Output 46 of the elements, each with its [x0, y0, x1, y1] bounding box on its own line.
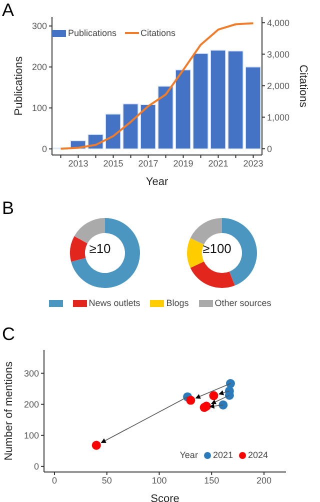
y-tick-label: 0: [34, 462, 39, 472]
chart-title: B: [2, 198, 14, 219]
x-tick-label: 200: [256, 475, 272, 486]
x-tick-label: 50: [102, 475, 112, 486]
point: [186, 396, 196, 405]
x-axis-title: Year: [146, 176, 168, 188]
legend-label: Citations: [140, 28, 176, 38]
y-tick-label: 300: [32, 21, 47, 32]
y2-tick-label: 4,000: [267, 18, 290, 28]
y-tick-label: 200: [32, 62, 47, 72]
x-tick-label: 2019: [173, 158, 194, 168]
x-tick-label: 2013: [68, 158, 88, 168]
y2-axis-title: Citations: [297, 64, 310, 108]
y-tick-label: 0: [42, 144, 47, 154]
point: [218, 400, 228, 410]
y-axis-title: Publications: [12, 56, 25, 116]
x-tick-label: 2017: [138, 158, 158, 168]
x-tick-label: 0: [52, 475, 57, 486]
y-tick-label: 300: [24, 368, 39, 378]
x-tick-label: 100: [152, 475, 167, 486]
y-tick-label: 100: [24, 430, 39, 441]
point: [209, 391, 218, 400]
chart-title: C: [2, 324, 15, 345]
y-tick-label: 100: [32, 103, 47, 114]
y2-tick-label: 0: [267, 144, 272, 154]
x-tick-label: 2015: [103, 158, 124, 168]
y2-tick-label: 1,000: [267, 112, 290, 122]
legend-title: Year: [180, 450, 198, 460]
slice-label: ≥100: [202, 241, 232, 256]
legend-label: 2021: [212, 450, 233, 460]
legend-label: Blogs: [165, 298, 189, 308]
legend-label: Other sources: [214, 298, 272, 308]
x-axis-title: Score: [150, 493, 180, 502]
slice-label: ≥10: [89, 241, 111, 256]
x-tick-label: 2023: [243, 158, 264, 168]
y-tick-label: 200: [24, 400, 39, 410]
legend-label: News outlets: [88, 298, 140, 308]
point: [92, 440, 101, 450]
y2-tick-label: 2,000: [267, 80, 290, 91]
y-axis-title: Number of mentions: [2, 360, 15, 461]
x-tick-label: 2021: [208, 158, 228, 168]
y2-tick-label: 3,000: [267, 49, 290, 60]
legend-label: Publications: [67, 28, 117, 38]
x-tick-label: 150: [204, 475, 220, 486]
chart-title: A: [2, 0, 14, 21]
legend-label: 2024: [246, 450, 268, 460]
